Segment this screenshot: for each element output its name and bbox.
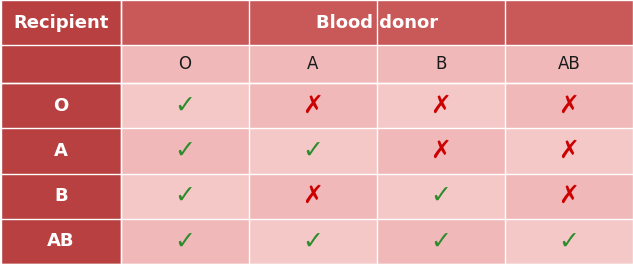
FancyBboxPatch shape (1, 83, 121, 128)
Text: ✓: ✓ (303, 139, 323, 163)
Text: ✓: ✓ (558, 229, 579, 253)
Text: A: A (54, 142, 68, 160)
Text: ✓: ✓ (175, 229, 196, 253)
FancyBboxPatch shape (1, 0, 121, 45)
FancyBboxPatch shape (377, 128, 505, 173)
Text: B: B (54, 187, 68, 205)
FancyBboxPatch shape (1, 45, 121, 83)
Text: A: A (307, 55, 318, 73)
Text: ✗: ✗ (303, 184, 323, 208)
FancyBboxPatch shape (249, 83, 377, 128)
Text: ✓: ✓ (175, 139, 196, 163)
FancyBboxPatch shape (249, 219, 377, 264)
Text: ✓: ✓ (175, 94, 196, 118)
Text: Recipient: Recipient (13, 13, 109, 31)
FancyBboxPatch shape (249, 45, 377, 83)
Text: ✗: ✗ (558, 184, 579, 208)
Text: AB: AB (47, 232, 75, 250)
Text: ✗: ✗ (430, 139, 451, 163)
FancyBboxPatch shape (1, 128, 121, 173)
FancyBboxPatch shape (249, 128, 377, 173)
FancyBboxPatch shape (377, 45, 505, 83)
Text: ✗: ✗ (303, 94, 323, 118)
FancyBboxPatch shape (377, 173, 505, 219)
Text: ✓: ✓ (430, 229, 451, 253)
Text: AB: AB (558, 55, 580, 73)
Text: ✗: ✗ (430, 94, 451, 118)
FancyBboxPatch shape (1, 219, 121, 264)
Text: B: B (436, 55, 447, 73)
Text: O: O (179, 55, 191, 73)
FancyBboxPatch shape (1, 173, 121, 219)
FancyBboxPatch shape (505, 45, 633, 83)
FancyBboxPatch shape (121, 45, 249, 83)
FancyBboxPatch shape (377, 219, 505, 264)
Text: ✗: ✗ (558, 139, 579, 163)
FancyBboxPatch shape (505, 128, 633, 173)
Text: ✗: ✗ (558, 94, 579, 118)
FancyBboxPatch shape (505, 83, 633, 128)
FancyBboxPatch shape (121, 173, 249, 219)
FancyBboxPatch shape (377, 83, 505, 128)
Text: ✓: ✓ (303, 229, 323, 253)
FancyBboxPatch shape (249, 173, 377, 219)
Text: ✓: ✓ (430, 184, 451, 208)
FancyBboxPatch shape (505, 219, 633, 264)
Text: O: O (53, 97, 69, 115)
FancyBboxPatch shape (505, 173, 633, 219)
Text: ✓: ✓ (175, 184, 196, 208)
FancyBboxPatch shape (121, 0, 633, 45)
FancyBboxPatch shape (121, 83, 249, 128)
Text: Blood donor: Blood donor (316, 13, 438, 31)
FancyBboxPatch shape (121, 219, 249, 264)
FancyBboxPatch shape (121, 128, 249, 173)
